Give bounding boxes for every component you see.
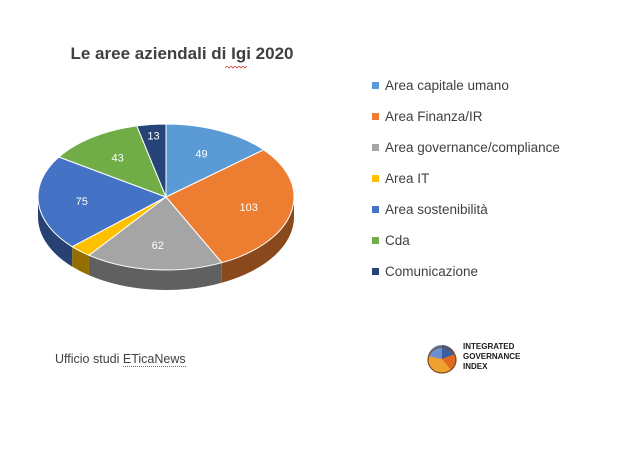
legend-item: Area IT xyxy=(372,163,560,194)
legend-item: Comunicazione xyxy=(372,256,560,287)
spellcheck-underline xyxy=(225,66,247,69)
legend-label: Cda xyxy=(385,233,410,248)
pie-slice-5 xyxy=(57,125,167,198)
data-label-2: 62 xyxy=(152,240,164,252)
igi-logo: INTEGRATED GOVERNANCE INDEX xyxy=(425,340,535,380)
pie-side-4 xyxy=(38,197,73,267)
legend-label: Area sostenibilità xyxy=(385,202,488,217)
chart-legend: Area capitale umano Area Finanza/IR Area g… xyxy=(372,70,560,287)
legend-item: Cda xyxy=(372,225,560,256)
legend-swatch xyxy=(372,175,379,182)
source-prefix: Ufficio studi xyxy=(55,352,123,366)
pie-side-walls xyxy=(38,197,294,290)
pie-slice-6 xyxy=(136,123,167,198)
pie-slice-2 xyxy=(87,196,223,271)
legend-swatch xyxy=(372,206,379,213)
legend-item: Area sostenibilità xyxy=(372,194,560,225)
legend-label: Area capitale umano xyxy=(385,78,509,93)
source-note: Ufficio studi ETicaNews xyxy=(55,352,186,367)
logo-text-line1: INTEGRATED xyxy=(463,342,515,351)
data-label-4: 75 xyxy=(76,196,88,208)
data-label-5: 43 xyxy=(111,153,123,165)
legend-swatch xyxy=(372,82,379,89)
legend-item: Area governance/compliance xyxy=(372,132,560,163)
legend-label: Area IT xyxy=(385,171,430,186)
legend-label: Area governance/compliance xyxy=(385,140,560,155)
pie-side-2 xyxy=(88,255,222,290)
data-label-1: 103 xyxy=(240,202,258,214)
pie-slice-0 xyxy=(165,123,265,198)
legend-swatch xyxy=(372,113,379,120)
legend-swatch xyxy=(372,268,379,275)
pie-slice-4 xyxy=(37,156,168,248)
legend-item: Area Finanza/IR xyxy=(372,101,560,132)
legend-item: Area capitale umano xyxy=(372,70,560,101)
chart-title: Le aree aziendali di Igi 2020 xyxy=(70,44,294,63)
data-label-6: 13 xyxy=(147,130,159,142)
legend-label: Comunicazione xyxy=(385,264,479,279)
pie-side-1 xyxy=(221,197,294,283)
source-brand: ETicaNews xyxy=(122,352,186,367)
data-label-0: 49 xyxy=(195,148,207,160)
legend-label: Area Finanza/IR xyxy=(385,109,483,124)
legend-swatch xyxy=(372,237,379,244)
logo-text: INTEGRATED GOVERNANCE INDEX xyxy=(463,342,520,372)
legend-swatch xyxy=(372,144,379,151)
logo-text-line3: INDEX xyxy=(463,362,488,371)
logo-pie-icon xyxy=(427,344,457,374)
logo-text-line2: GOVERNANCE xyxy=(463,352,521,361)
